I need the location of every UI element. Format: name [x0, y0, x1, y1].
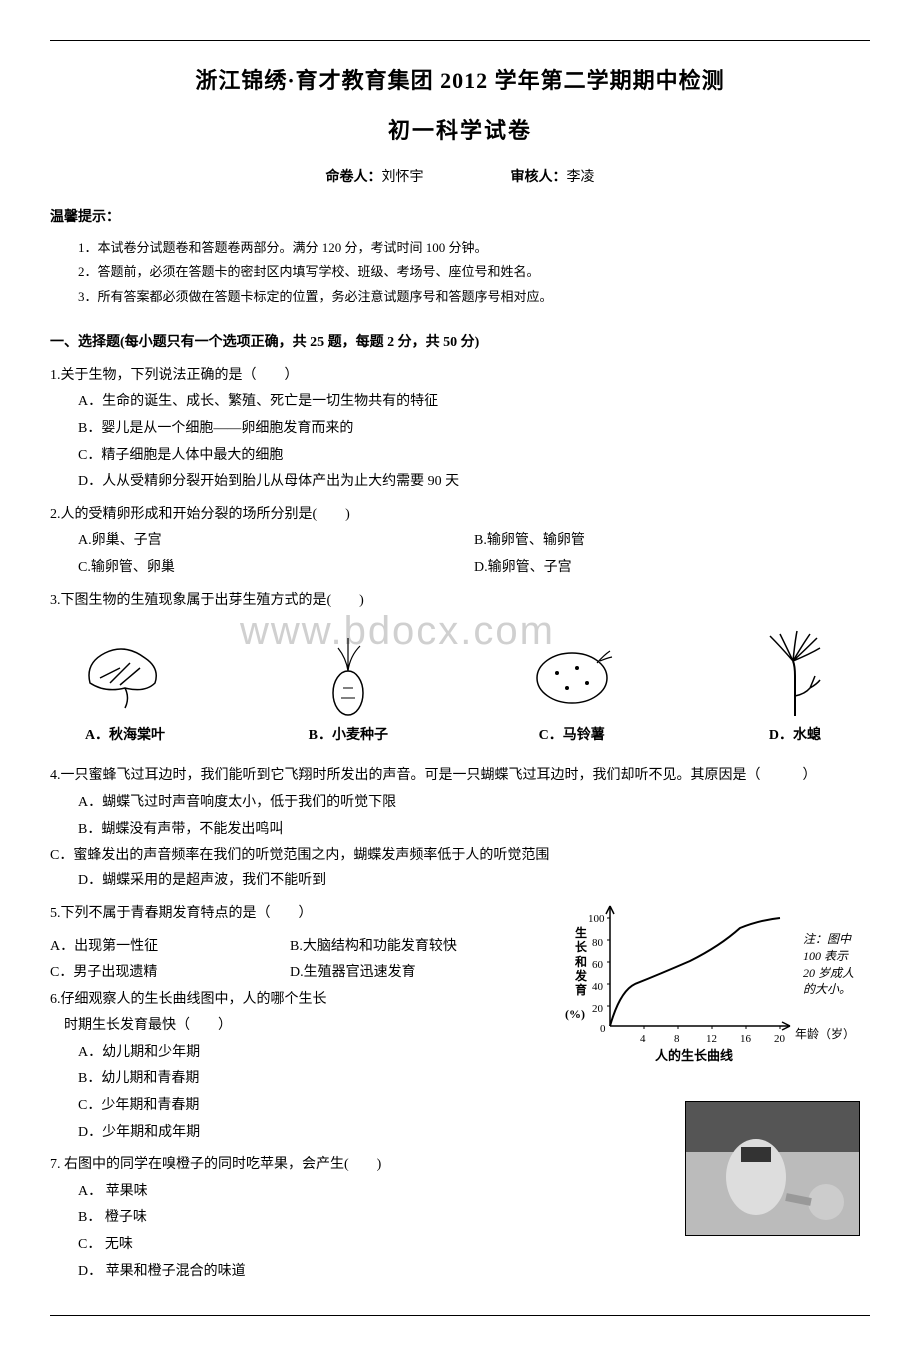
question-7: 7. 右图中的同学在嗅橙子的同时吃苹果，会产生( ) A． 苹果味 B． 橙子味… — [50, 1152, 650, 1285]
y-label-char: 生 — [575, 926, 587, 940]
q3-image-row: A．秋海棠叶 B．小麦种子 C．马铃薯 — [50, 620, 870, 753]
x-axis-label: 年龄（岁） — [795, 1024, 855, 1046]
notice-item: 1．本试卷分试题卷和答题卷两部分。满分 120 分，考试时间 100 分钟。 — [78, 236, 870, 261]
q3-item-d: D．水螅 — [740, 628, 850, 748]
graph-caption: 人的生长曲线 — [655, 1044, 733, 1067]
y-label-char: 和 — [575, 955, 587, 969]
q6-opt-d: D．少年期和成年期 — [78, 1120, 550, 1147]
q1-stem: 1.关于生物，下列说法正确的是（ ） — [50, 363, 870, 390]
authors-line: 命卷人：刘怀宇 审核人：李凌 — [50, 165, 870, 190]
x-tick: 4 — [640, 1030, 646, 1050]
q4-opt-d: D．蝴蝶采用的是超声波，我们不能听到 — [78, 868, 870, 895]
q1-opt-d: D．人从受精卵分裂开始到胎儿从母体产出为止大约需要 90 天 — [78, 469, 870, 496]
y-tick: 20 — [592, 1000, 603, 1020]
q7-opt-c: C． 无味 — [78, 1232, 650, 1259]
q6-stem2: 时期生长发育最快（ ） — [50, 1013, 550, 1040]
leaf-image — [70, 628, 180, 718]
q3-label-d: D．水螅 — [740, 723, 850, 748]
q5-opt-a: A．出现第一性征 — [50, 934, 290, 961]
page-top-border — [50, 40, 870, 41]
q7-stem: 7. 右图中的同学在嗅橙子的同时吃苹果，会产生( ) — [50, 1152, 650, 1179]
hydra-image — [740, 628, 850, 718]
page-bottom-border — [50, 1315, 870, 1316]
q6-opt-a: A．幼儿期和少年期 — [78, 1040, 550, 1067]
q3-label-a: A．秋海棠叶 — [70, 723, 180, 748]
q2-stem: 2.人的受精卵形成和开始分裂的场所分别是( ) — [50, 502, 870, 529]
y-tick: 100 — [588, 910, 605, 930]
q3-item-c: C．马铃薯 — [517, 628, 627, 748]
notice-item: 2．答题前，必须在答题卡的密封区内填写学校、班级、考场号、座位号和姓名。 — [78, 260, 870, 285]
note-line: 注：图中 — [803, 931, 854, 948]
q1-opt-c: C．精子细胞是人体中最大的细胞 — [78, 443, 870, 470]
author2-name: 李凌 — [567, 170, 595, 185]
q2-opt-c: C.输卵管、卵巢 — [78, 555, 474, 582]
q5-opt-d: D.生殖器官迅速发育 — [290, 960, 530, 987]
q7-opt-b: B． 橙子味 — [78, 1205, 650, 1232]
question-5: 5.下列不属于青春期发育特点的是（ ） — [50, 901, 550, 928]
q4-opt-c: C．蜜蜂发出的声音频率在我们的听觉范围之内，蝴蝶发声频率低于人的听觉范围 — [50, 843, 870, 868]
q7-opt-a: A． 苹果味 — [78, 1179, 650, 1206]
question-1: 1.关于生物，下列说法正确的是（ ） A．生命的诞生、成长、繁殖、死亡是一切生物… — [50, 363, 870, 496]
author2-label: 审核人： — [511, 170, 567, 185]
sub-title: 初一科学试卷 — [50, 111, 870, 151]
question-2: 2.人的受精卵形成和开始分裂的场所分别是( ) A.卵巢、子宫 B.输卵管、输卵… — [50, 502, 870, 582]
question-3: 3.下图生物的生殖现象属于出芽生殖方式的是( ) — [50, 588, 870, 615]
q1-opt-a: A．生命的诞生、成长、繁殖、死亡是一切生物共有的特征 — [78, 389, 870, 416]
q3-label-b: B．小麦种子 — [293, 723, 403, 748]
y-tick: 80 — [592, 934, 603, 954]
q1-opt-b: B．婴儿是从一个细胞——卵细胞发育而来的 — [78, 416, 870, 443]
x-tick: 20 — [774, 1030, 785, 1050]
q6-opt-c: C．少年期和青春期 — [78, 1093, 550, 1120]
q3-item-b: B．小麦种子 — [293, 628, 403, 748]
author1-label: 命卷人： — [326, 170, 382, 185]
q3-label-c: C．马铃薯 — [517, 723, 627, 748]
q3-item-a: A．秋海棠叶 — [70, 628, 180, 748]
y-tick: 40 — [592, 978, 603, 998]
q2-opt-b: B.输卵管、输卵管 — [474, 528, 870, 555]
q5-opt-c: C．男子出现遗精 — [50, 960, 290, 987]
author1-name: 刘怀宇 — [382, 170, 424, 185]
growth-curve-chart: 生 长 和 发 育 (%) 0 20 40 60 80 100 4 8 12 1… — [560, 896, 870, 1056]
question-6: 6.仔细观察人的生长曲线图中，人的哪个生长 时期生长发育最快（ ） A．幼儿期和… — [50, 987, 550, 1147]
notice-item: 3．所有答案都必须做在答题卡标定的位置，务必注意试题序号和答题序号相对应。 — [78, 285, 870, 310]
q2-opt-d: D.输卵管、子宫 — [474, 555, 870, 582]
y-label-char: 发 — [575, 969, 587, 983]
q7-photo — [685, 1101, 860, 1236]
x-tick: 16 — [740, 1030, 751, 1050]
q5-stem: 5.下列不属于青春期发育特点的是（ ） — [50, 901, 550, 928]
main-title: 浙江锦绣·育才教育集团 2012 学年第二学期期中检测 — [50, 61, 870, 101]
note-line: 20 岁成人 — [803, 965, 854, 982]
y-label-char: 长 — [575, 940, 587, 954]
potato-image — [517, 628, 627, 718]
notice-list: 1．本试卷分试题卷和答题卷两部分。满分 120 分，考试时间 100 分钟。 2… — [50, 236, 870, 310]
wheat-seed-image — [293, 628, 403, 718]
note-line: 的大小。 — [803, 981, 854, 998]
y-tick: 60 — [592, 956, 603, 976]
notice-title: 温馨提示： — [50, 205, 870, 230]
y-tick: 0 — [600, 1020, 606, 1040]
note-line: 100 表示 — [803, 948, 854, 965]
q3-stem: 3.下图生物的生殖现象属于出芽生殖方式的是( ) — [50, 588, 870, 615]
q2-opt-a: A.卵巢、子宫 — [78, 528, 474, 555]
y-unit: (%) — [565, 1004, 585, 1026]
section-title: 一、选择题(每小题只有一个选项正确，共 25 题，每题 2 分，共 50 分) — [50, 330, 870, 355]
q6-opt-b: B．幼儿期和青春期 — [78, 1066, 550, 1093]
q4-opt-b: B．蝴蝶没有声带，不能发出鸣叫 — [78, 817, 870, 844]
q4-opt-a: A．蝴蝶飞过时声音响度太小，低于我们的听觉下限 — [78, 790, 870, 817]
q7-opt-d: D． 苹果和橙子混合的味道 — [78, 1259, 650, 1286]
q6-stem1: 6.仔细观察人的生长曲线图中，人的哪个生长 — [50, 987, 550, 1014]
y-label-char: 育 — [575, 983, 587, 997]
q4-stem: 4.一只蜜蜂飞过耳边时，我们能听到它飞翔时所发出的声音。可是一只蝴蝶飞过耳边时，… — [50, 763, 870, 790]
question-4: 4.一只蜜蜂飞过耳边时，我们能听到它飞翔时所发出的声音。可是一只蝴蝶飞过耳边时，… — [50, 763, 870, 895]
q5-opt-b: B.大脑结构和功能发育较快 — [290, 934, 530, 961]
